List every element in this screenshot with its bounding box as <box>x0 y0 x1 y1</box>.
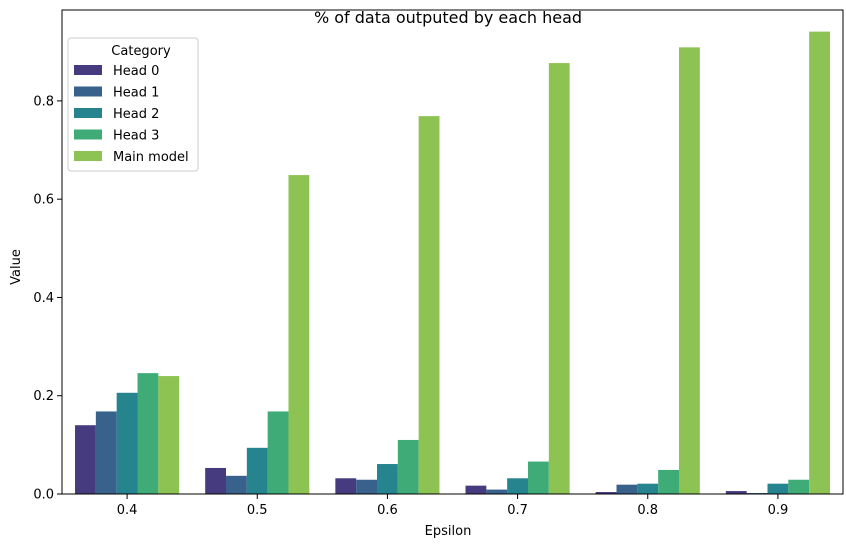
bar-head-1-0.7 <box>486 489 508 494</box>
y-tick-label: 0.8 <box>33 94 54 109</box>
legend-swatch <box>74 108 102 118</box>
bar-head-3-0.5 <box>267 411 289 494</box>
y-tick-label: 0.2 <box>33 389 54 404</box>
bar-head-1-0.8 <box>616 484 638 494</box>
bar-head-2-0.8 <box>637 483 659 494</box>
y-axis: 0.0 0.2 0.4 0.6 0.8 <box>33 94 62 503</box>
legend-items: Head 0 Head 1 Head 2 Head 3 Main model <box>74 64 189 165</box>
x-tick-label: 0.9 <box>768 503 789 518</box>
x-tick-label: 0.8 <box>637 503 658 518</box>
legend: Category Head 0 Head 1 Head 2 Head 3 Main mo… <box>67 37 199 172</box>
x-tick-label: 0.4 <box>117 503 138 518</box>
x-axis-label: Epsilon <box>425 524 472 539</box>
legend-swatch <box>74 151 102 161</box>
y-tick-label: 0.6 <box>33 193 54 208</box>
bar-head-0-0.6 <box>335 478 357 494</box>
bars-group <box>75 31 830 495</box>
x-axis: 0.4 0.5 0.6 0.7 0.8 0.9 <box>117 494 789 518</box>
legend-label: Head 3 <box>113 129 159 144</box>
bar-head-2-0.9 <box>767 483 789 494</box>
x-tick-label: 0.5 <box>247 503 268 518</box>
bar-head-1-0.5 <box>226 475 247 494</box>
bar-head-3-0.9 <box>788 479 810 494</box>
legend-swatch <box>74 129 102 140</box>
bar-head-0-0.9 <box>725 491 747 494</box>
bar-head-3-0.6 <box>397 439 419 494</box>
bar-head-0-0.7 <box>465 485 487 494</box>
bar-main-model-0.8 <box>678 47 700 495</box>
legend-label: Head 2 <box>113 107 159 122</box>
legend-label: Main model <box>113 150 189 165</box>
plot-frame <box>61 9 844 495</box>
legend-label: Head 1 <box>113 86 159 101</box>
bar-main-model-0.6 <box>418 116 440 494</box>
bar-head-0-0.4 <box>75 425 96 494</box>
legend-swatch <box>74 65 102 75</box>
chart-title: % of data outputed by each head <box>314 8 582 27</box>
bar-main-model-0.4 <box>158 376 180 494</box>
y-tick-label: 0.4 <box>33 291 54 306</box>
bar-head-3-0.4 <box>137 373 159 494</box>
bar-main-model-0.9 <box>809 31 830 495</box>
y-axis-label: Value <box>9 249 24 285</box>
bar-main-model-0.5 <box>288 175 310 494</box>
y-tick-label: 0.0 <box>33 488 54 503</box>
bar-head-2-0.6 <box>377 464 398 494</box>
bar-head-2-0.4 <box>116 392 138 494</box>
x-tick-label: 0.7 <box>507 503 528 518</box>
x-tick-label: 0.6 <box>377 503 398 518</box>
legend-label: Head 0 <box>113 64 159 79</box>
bar-main-model-0.7 <box>548 63 570 494</box>
bar-head-3-0.8 <box>658 469 679 494</box>
legend-swatch <box>74 86 102 97</box>
bar-head-3-0.7 <box>528 461 549 494</box>
bar-head-1-0.6 <box>356 479 378 494</box>
legend-title: Category <box>111 44 171 59</box>
bar-head-2-0.7 <box>507 478 528 494</box>
bar-head-0-0.8 <box>595 492 617 494</box>
bar-head-2-0.5 <box>246 447 268 494</box>
bar-head-1-0.4 <box>95 411 117 494</box>
bar-head-0-0.5 <box>205 467 227 494</box>
